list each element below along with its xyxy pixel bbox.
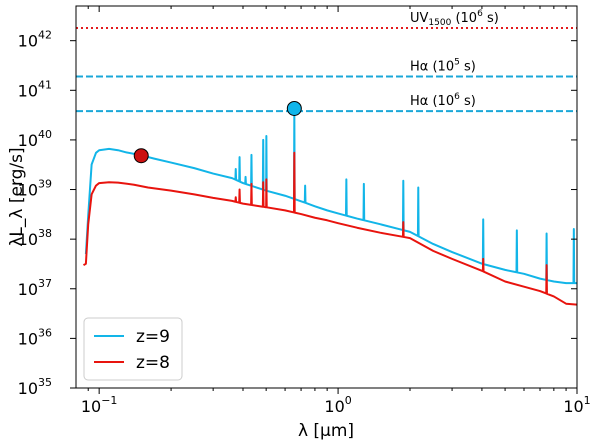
- marker-z9: [286, 100, 302, 116]
- annotations: UV1500 (106 s) Hα (105 s) Hα (106 s): [410, 9, 499, 109]
- legend-box: [83, 317, 183, 381]
- y-tick-label-7: 1042: [18, 29, 52, 51]
- plot-lines: [82, 111, 577, 306]
- x-tick-label-2: 101: [563, 394, 590, 416]
- hlines: [76, 27, 577, 113]
- x-axis-label: λ [μm]: [298, 421, 354, 441]
- y-tick-label-0: 1035: [18, 376, 52, 398]
- series-line-z8: [82, 151, 577, 306]
- hline-label-1: Hα (105 s): [410, 57, 476, 74]
- legend: z=9z=8: [83, 317, 183, 381]
- y-tick-label-1: 1036: [18, 326, 52, 348]
- y-tick-label-5: 1040: [18, 128, 52, 150]
- series-line-z9: [84, 111, 577, 285]
- x-axis: 10−1 100 101: [81, 6, 591, 416]
- x-tick-label-1: 100: [324, 394, 351, 416]
- marker-z8: [133, 148, 149, 164]
- legend-label-0: z=9: [136, 327, 170, 347]
- legend-label-1: z=8: [136, 353, 170, 373]
- hline-label-2: Hα (106 s): [410, 92, 476, 109]
- x-tick-label-0: 10−1: [81, 394, 118, 416]
- plot-frame: [75, 5, 578, 389]
- hline-label-0: UV1500 (106 s): [410, 9, 499, 28]
- y-tick-label-2: 1037: [18, 277, 52, 299]
- y-tick-label-3: 1038: [18, 227, 52, 249]
- y-tick-label-4: 1039: [18, 178, 52, 200]
- markers: [133, 100, 302, 164]
- y-axis: 1035 1036 1037 1038 1039 1040 1041 1042: [18, 29, 577, 398]
- y-tick-label-6: 1041: [18, 78, 52, 100]
- y-axis-label: λL_λ [erg/s]: [7, 147, 27, 246]
